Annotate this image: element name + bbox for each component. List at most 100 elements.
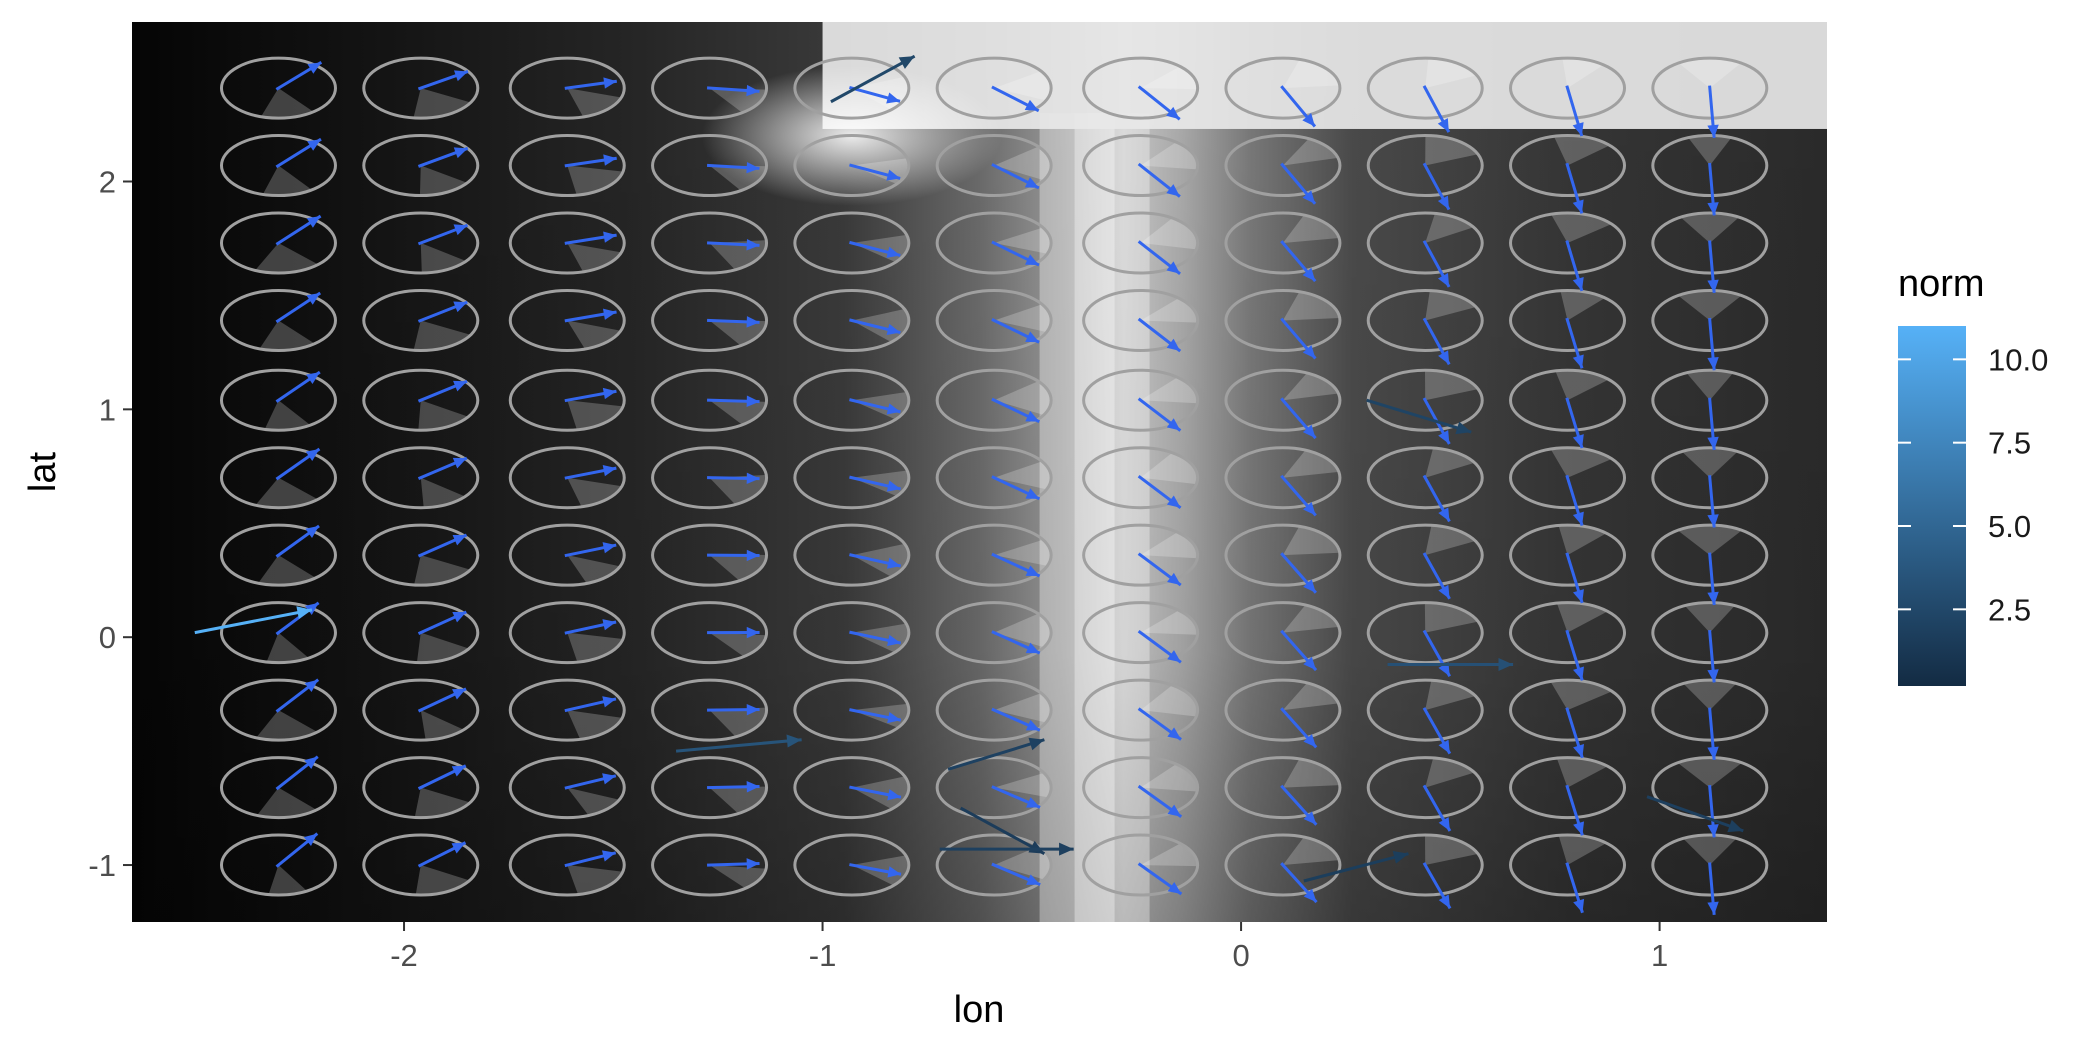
- arrow-head: [746, 316, 760, 328]
- arrow-head: [887, 711, 901, 724]
- grid-cell: [219, 756, 337, 820]
- arrow-head: [303, 833, 318, 847]
- grid-arrow: [1137, 784, 1183, 818]
- grid-arrow: [991, 240, 1040, 267]
- grid-arrow: [1707, 317, 1719, 371]
- arrow-head: [1303, 888, 1317, 903]
- arrow-head: [746, 161, 760, 174]
- grid-cell: [1224, 211, 1342, 275]
- ellipse: [651, 756, 769, 820]
- arrow-head: [453, 380, 468, 392]
- grid-cell: [651, 833, 769, 897]
- wedge: [1282, 758, 1340, 788]
- grid-arrow: [707, 472, 760, 485]
- grid-arrow: [849, 318, 901, 335]
- grid-cell: [1082, 134, 1200, 198]
- arrow-head: [746, 626, 760, 639]
- grid-arrow: [1422, 474, 1451, 523]
- grid-arrow: [1422, 862, 1452, 910]
- grid-arrow: [1280, 629, 1318, 672]
- grid-cell: [1651, 288, 1769, 352]
- arrow-head: [305, 525, 320, 539]
- grid-cell: [1651, 134, 1769, 198]
- wedge: [1560, 290, 1606, 321]
- arrow-head: [1166, 184, 1180, 197]
- ellipse: [362, 678, 480, 742]
- grid-cell: [362, 288, 480, 352]
- wedge: [1140, 142, 1198, 170]
- grid-arrow: [849, 785, 902, 801]
- grid-arrow: [564, 387, 617, 403]
- wedge: [1688, 135, 1732, 166]
- grid-cell: [508, 678, 626, 742]
- ellipse: [219, 833, 337, 897]
- grid-arrow: [706, 239, 760, 251]
- grid-arrow-layer: [275, 61, 1719, 915]
- grid-cell: [1082, 211, 1200, 275]
- wedge: [1140, 377, 1198, 404]
- arrow-head: [603, 154, 617, 166]
- grid-cell: [508, 833, 626, 897]
- x-tick-label: 1: [1651, 938, 1668, 973]
- grid-arrow: [707, 858, 760, 870]
- ellipse: [1082, 368, 1200, 432]
- grid-arrow: [1137, 552, 1182, 587]
- grid-cell: [793, 288, 911, 352]
- wedge: [1140, 298, 1198, 323]
- arrow-head: [746, 703, 760, 716]
- wedge: [420, 477, 466, 508]
- ellipse: [1509, 678, 1627, 742]
- arrow-head: [746, 472, 760, 485]
- wedge: [1558, 835, 1607, 866]
- highlight-arrow-shaft: [947, 738, 1045, 771]
- grid-cell: [1082, 288, 1200, 352]
- grid-arrow: [991, 785, 1041, 809]
- wedge: [1677, 525, 1742, 556]
- arrow-head: [451, 842, 466, 854]
- wedge: [994, 227, 1052, 254]
- wedge: [1424, 602, 1479, 633]
- grid-cell: [1224, 678, 1342, 742]
- ellipse: [219, 446, 337, 510]
- legend-tick-label: 10.0: [1988, 342, 2048, 377]
- ellipse: [1224, 134, 1342, 198]
- grid-arrow: [1137, 707, 1182, 741]
- ellipse: [508, 678, 626, 742]
- wedge: [1282, 291, 1340, 321]
- ellipse: [1651, 134, 1769, 198]
- wedge: [994, 846, 1052, 880]
- grid-cell: [508, 756, 626, 820]
- arrow-head: [602, 696, 616, 708]
- grid-cell: [1509, 56, 1627, 120]
- grid-arrow: [1707, 475, 1719, 528]
- ellipse: [1082, 678, 1200, 742]
- highlight-arrow: [675, 734, 802, 753]
- wedge: [1282, 526, 1340, 556]
- y-axis-title: lat: [22, 451, 64, 492]
- arrow-head: [1302, 113, 1315, 127]
- wedge: [1425, 135, 1479, 166]
- highlight-arrow: [1366, 398, 1472, 435]
- grid-arrow: [275, 601, 320, 636]
- arrow-head: [1437, 272, 1450, 287]
- grid-cell: [1366, 56, 1484, 120]
- wedge: [1678, 290, 1742, 321]
- grid-arrow: [1707, 162, 1719, 216]
- grid-cell: [1366, 446, 1484, 510]
- grid-cell: [1082, 368, 1200, 432]
- highlight-arrow: [194, 606, 313, 635]
- highlight-arrow-shaft: [194, 608, 313, 635]
- grid-arrow: [849, 85, 901, 104]
- ellipse: [1224, 56, 1342, 120]
- x-tick-label: -2: [390, 938, 418, 973]
- wedge: [1680, 213, 1740, 244]
- ellipse: [651, 211, 769, 275]
- grid-cell: [935, 134, 1053, 198]
- grid-arrow: [1707, 784, 1719, 838]
- wedge: [1140, 685, 1198, 717]
- arrow-head: [1438, 584, 1450, 599]
- arrow-head: [1573, 666, 1584, 681]
- arrow-head: [306, 372, 320, 385]
- grid-arrow: [1280, 162, 1317, 205]
- ellipse: [508, 523, 626, 587]
